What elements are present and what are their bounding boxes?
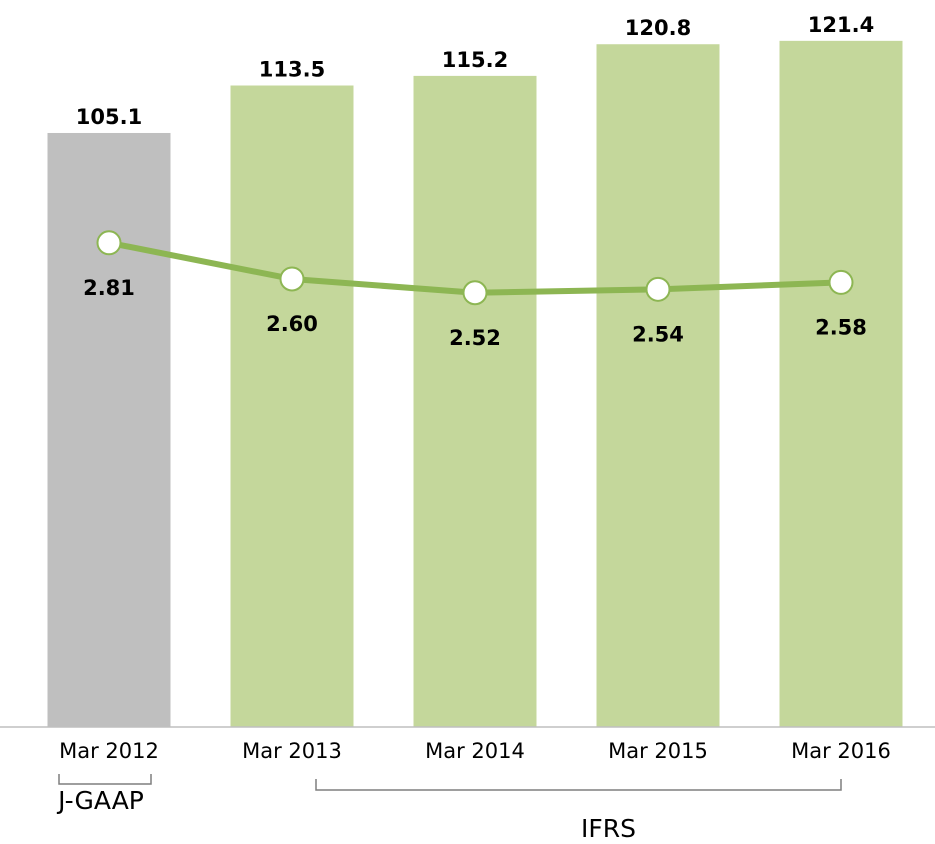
line-value-label: 2.60 bbox=[266, 312, 318, 336]
bar-value-label: 120.8 bbox=[625, 16, 691, 40]
line-value-label: 2.81 bbox=[83, 276, 135, 300]
bar-value-label: 121.4 bbox=[808, 13, 874, 37]
line-point bbox=[96, 230, 122, 256]
group-bracket bbox=[58, 774, 152, 785]
line-value-label: 2.52 bbox=[449, 326, 501, 350]
line-point bbox=[462, 280, 488, 306]
x-tick-label: Mar 2013 bbox=[242, 739, 342, 763]
line-value-label: 2.54 bbox=[632, 322, 684, 346]
bar-value-label: 115.2 bbox=[442, 48, 508, 72]
line-point bbox=[645, 276, 671, 302]
bar bbox=[596, 44, 720, 727]
bar-value-label: 105.1 bbox=[76, 105, 142, 129]
line-point bbox=[279, 266, 305, 292]
x-tick-label: Mar 2014 bbox=[425, 739, 525, 763]
bar bbox=[47, 132, 171, 727]
bar bbox=[413, 75, 537, 728]
line-point bbox=[828, 269, 854, 295]
x-tick-label: Mar 2015 bbox=[608, 739, 708, 763]
group-label: J-GAAP bbox=[56, 786, 144, 815]
bar bbox=[230, 85, 354, 728]
group-label: IFRS bbox=[581, 814, 636, 843]
group-bracket bbox=[315, 779, 842, 791]
bar bbox=[779, 40, 903, 728]
x-tick-label: Mar 2012 bbox=[59, 739, 159, 763]
x-tick-label: Mar 2016 bbox=[791, 739, 891, 763]
bar-value-label: 113.5 bbox=[259, 57, 325, 81]
line-value-label: 2.58 bbox=[815, 315, 867, 339]
